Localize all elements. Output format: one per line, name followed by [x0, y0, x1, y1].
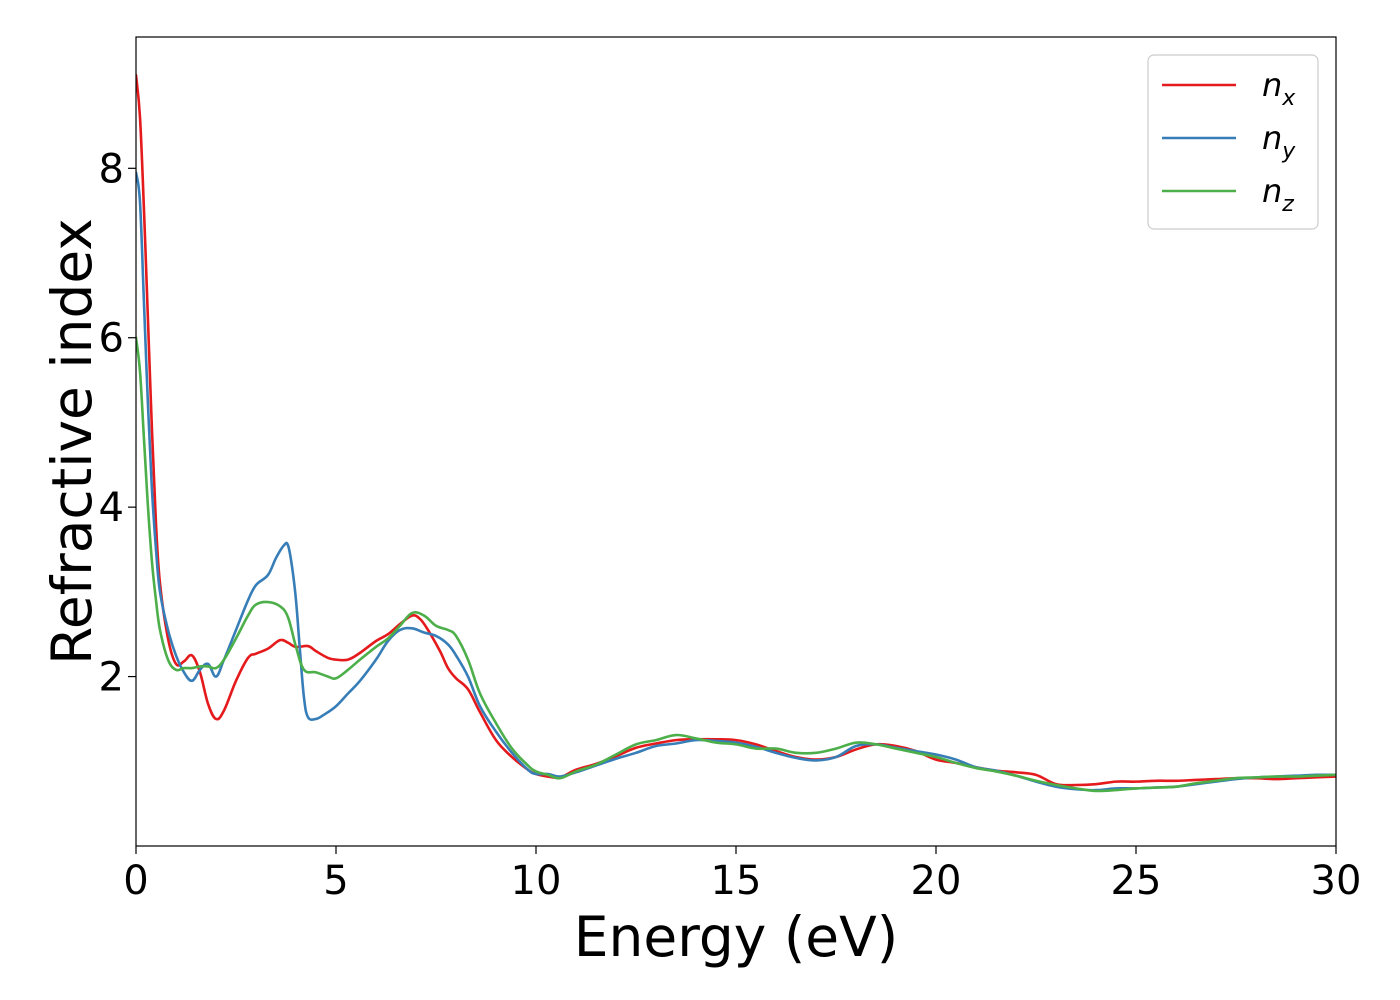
series-line-z — [136, 336, 1336, 793]
x-tick-label: 30 — [1311, 858, 1362, 904]
x-tick-label: 25 — [1111, 858, 1162, 904]
y-tick-label: 8 — [99, 146, 124, 192]
legend-label-y: ny — [1262, 119, 1296, 164]
x-tick-label: 15 — [711, 858, 762, 904]
x-tick-label: 10 — [511, 858, 562, 904]
legend: nx ny nz — [1147, 54, 1319, 230]
legend-box — [1147, 54, 1319, 230]
legend-label-x: nx — [1262, 66, 1296, 111]
x-axis-label: Energy (eV) — [574, 905, 898, 969]
y-axis-label: Refractive index — [40, 218, 104, 665]
y-tick-label: 2 — [99, 655, 124, 701]
y-tick-label: 4 — [99, 485, 124, 531]
y-axis-ticks: 2 4 6 8 — [99, 146, 136, 701]
x-axis-ticks: 0 5 10 15 20 25 30 — [123, 846, 1361, 904]
y-tick-label: 6 — [99, 316, 124, 362]
x-tick-label: 0 — [123, 858, 148, 904]
x-tick-label: 20 — [911, 858, 962, 904]
series-line-y — [136, 171, 1336, 792]
legend-label-z: nz — [1262, 172, 1294, 217]
x-tick-label: 5 — [323, 858, 348, 904]
plot-lines-group — [136, 73, 1336, 793]
